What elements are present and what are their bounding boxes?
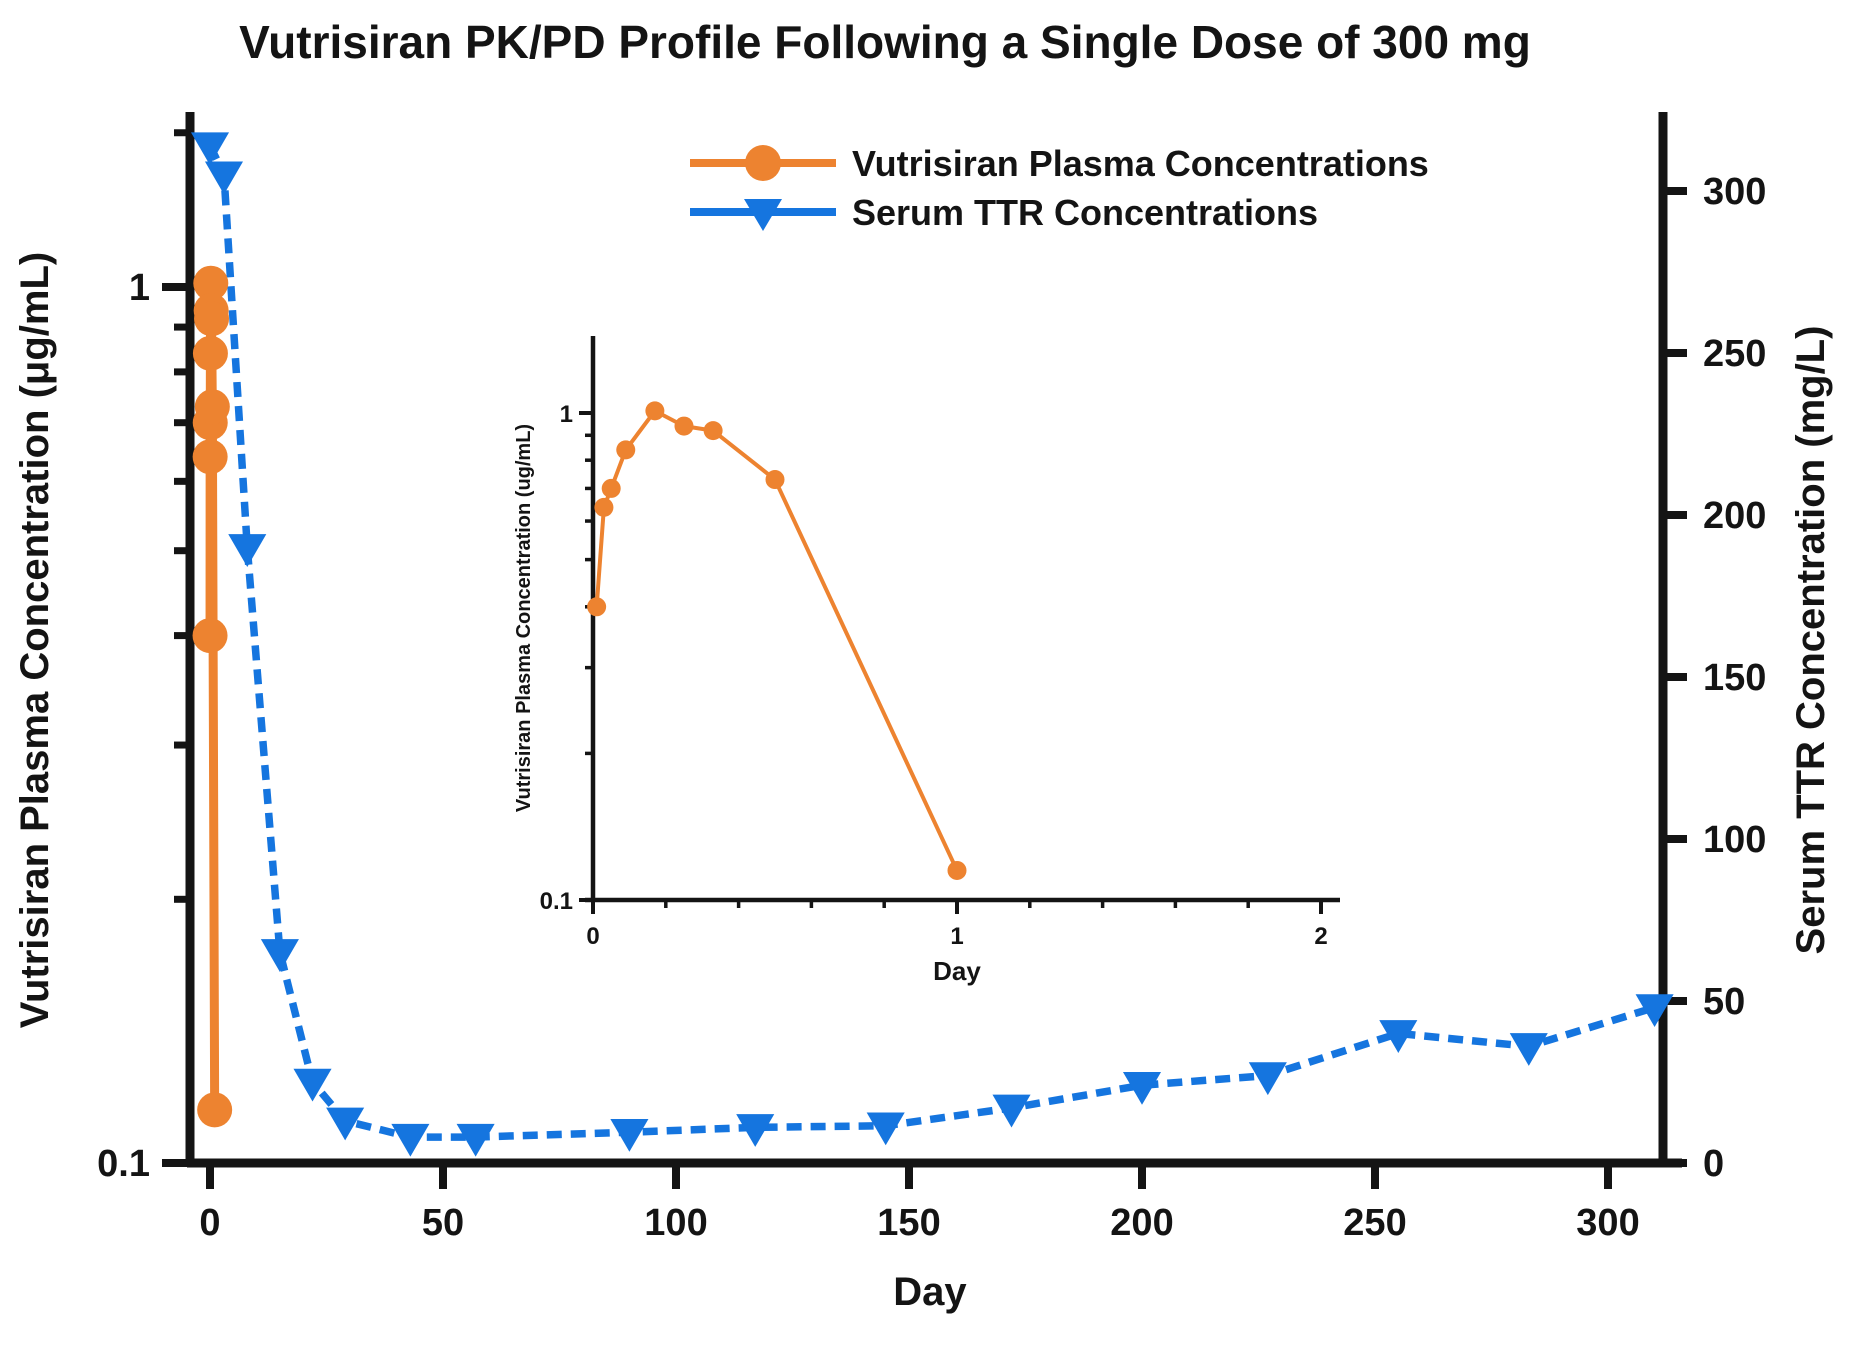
inset-y-tick-label: 0.1 (540, 888, 573, 915)
right-y-tick-label: 0 (1703, 1143, 1724, 1185)
vutrisiran-data-point (616, 440, 636, 460)
x-tick-label: 100 (644, 1202, 707, 1244)
vutrisiran-data-point (192, 439, 228, 475)
right-y-tick-label: 50 (1703, 981, 1745, 1023)
inset-y-tick-label: 1 (560, 401, 573, 428)
left-y-axis-title: Vutrisiran Plasma Concentration (μg/mL) (13, 252, 57, 1028)
right-y-tick-label: 300 (1703, 171, 1766, 213)
ttr-data-point (190, 132, 230, 166)
ttr-data-point (1509, 1033, 1548, 1066)
right-y-tick-label: 200 (1703, 495, 1766, 537)
ttr-data-point (736, 1114, 775, 1147)
legend: Vutrisiran Plasma Concentrations Serum T… (690, 143, 1429, 233)
right-y-tick-label: 150 (1703, 657, 1766, 699)
ttr-data-point (1248, 1062, 1287, 1096)
ttr-data-point (992, 1094, 1031, 1128)
vutrisiran-data-point (703, 421, 723, 441)
main-plot-area: 0 50 100 150 200 250 300 1 0.1 0 50 100 150 200 250 300 (97, 112, 1766, 1244)
vutrisiran-data-point (601, 478, 621, 498)
x-tick-label: 0 (199, 1202, 220, 1244)
vutrisiran-data-point (194, 301, 230, 337)
vutrisiran-data-point (192, 618, 228, 654)
inset-x-tick-label: 1 (950, 923, 963, 950)
right-y-axis-title: Serum TTR Concentration (mg/L) (1789, 326, 1833, 955)
vutrisiran-data-point (193, 265, 229, 301)
ttr-data-point (610, 1118, 649, 1152)
vutrisiran-data-point (674, 416, 694, 436)
ttr-data-point (326, 1107, 365, 1141)
ttr-data-point (456, 1123, 495, 1157)
vutrisiran-data-point (587, 597, 607, 617)
vutrisiran-data-point (947, 860, 967, 880)
inset-x-tick-label: 0 (586, 923, 599, 950)
x-axis-title: Day (893, 1270, 967, 1314)
x-tick-label: 300 (1576, 1202, 1639, 1244)
ttr-data-point (228, 534, 267, 567)
vutrisiran-data-point (765, 470, 785, 490)
ttr-data-point (1379, 1020, 1418, 1053)
ttr-data-point (260, 939, 299, 972)
ttr-series-line (206, 144, 1656, 1141)
ttr-data-point (391, 1123, 430, 1157)
chart-title: Vutrisiran PK/PD Profile Following a Sin… (239, 16, 1531, 68)
right-y-tick-label: 250 (1703, 333, 1766, 375)
ttr-data-point (1635, 994, 1674, 1028)
inset-x-tick-label: 2 (1314, 923, 1327, 950)
inset-y-axis-title: Vutrisiran Plasma Concentration (ug/mL) (513, 424, 535, 812)
legend-marker-triangle-icon (744, 199, 782, 231)
right-y-tick-label: 100 (1703, 819, 1766, 861)
x-tick-label: 200 (1110, 1202, 1173, 1244)
left-y-tick-label: 0.1 (97, 1143, 150, 1185)
ttr-data-point (866, 1112, 905, 1146)
ttr-data-point (1122, 1071, 1162, 1105)
legend-label-vutrisiran: Vutrisiran Plasma Concentrations (852, 143, 1429, 184)
x-tick-label: 150 (877, 1202, 940, 1244)
left-y-tick-label: 1 (129, 267, 150, 309)
legend-label-ttr: Serum TTR Concentrations (852, 192, 1318, 233)
vutrisiran-data-point (194, 389, 230, 425)
inset-x-axis-title: Day (933, 956, 981, 986)
inset-plot-area: 0 1 2 1 0.1 (540, 336, 1340, 950)
ttr-data-point (204, 161, 244, 195)
x-tick-label: 250 (1343, 1202, 1406, 1244)
legend-marker-circle-icon (745, 145, 781, 181)
vutrisiran-data-point (594, 497, 614, 517)
ttr-data-point (293, 1068, 332, 1102)
vutrisiran-data-point (192, 335, 228, 371)
x-tick-label: 50 (422, 1202, 464, 1244)
vutrisiran-data-point (645, 401, 665, 421)
vutrisiran-data-point (197, 1092, 233, 1128)
